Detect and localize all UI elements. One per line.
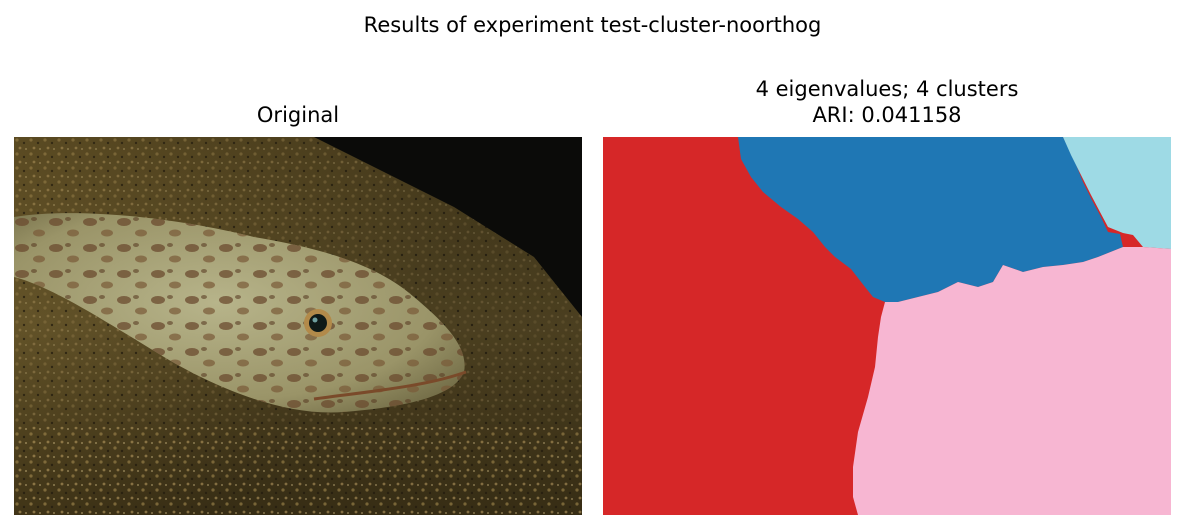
cluster-blue-region — [738, 137, 1123, 302]
cluster-panel-title-line1: 4 eigenvalues; 4 clusters — [755, 77, 1019, 101]
original-panel-title: Original — [256, 103, 340, 127]
cluster-pink-region — [853, 247, 1171, 515]
cluster-map — [603, 137, 1171, 515]
original-image-axes — [14, 137, 582, 515]
foreground-gravel — [14, 427, 582, 515]
original-photo — [14, 137, 582, 515]
fish-eye — [309, 314, 327, 332]
cluster-map-axes — [603, 137, 1171, 515]
cluster-panel-title-line2: ARI: 0.041158 — [812, 103, 962, 127]
figure-suptitle: Results of experiment test-cluster-noort… — [363, 13, 822, 37]
cluster-lightblue-region — [1063, 137, 1171, 249]
fish-mouth — [313, 370, 467, 401]
fish-spots — [14, 213, 465, 413]
cluster-panel-title: 4 eigenvalues; 4 clusters ARI: 0.041158 — [603, 76, 1171, 128]
